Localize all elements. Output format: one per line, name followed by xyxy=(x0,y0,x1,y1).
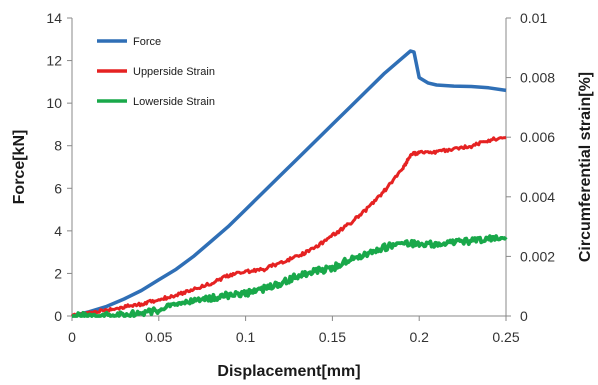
x-tick-label: 0.15 xyxy=(319,329,346,345)
y2-tick-label: 0.002 xyxy=(520,248,555,264)
series-layer xyxy=(70,49,508,318)
y-tick-label: 8 xyxy=(54,138,62,154)
x-tick-label: 0.25 xyxy=(492,329,519,345)
legend: Force Upperside Strain Lowerside Strain xyxy=(97,36,215,108)
tick-labels: 0 0.05 0.1 0.15 0.2 0.250246810121400.0020.00… xyxy=(46,10,555,345)
x-tick-label: 0 xyxy=(68,329,76,345)
y-tick-label: 14 xyxy=(46,10,62,26)
legend-label: Upperside Strain xyxy=(133,66,215,78)
y2-tick-label: 0.006 xyxy=(520,129,555,145)
y-tick-label: 4 xyxy=(54,223,62,239)
y2-tick-label: 0.004 xyxy=(520,189,555,205)
y2-tick-label: 0.01 xyxy=(520,10,547,26)
x-tick-label: 0.1 xyxy=(236,329,256,345)
series-line-lowerside-strain xyxy=(71,234,508,318)
y-tick-label: 2 xyxy=(54,265,62,281)
x-tick-label: 0.05 xyxy=(145,329,172,345)
y-axis-title: Force[kN] xyxy=(11,130,28,205)
y-tick-label: 12 xyxy=(46,53,62,69)
y-tick-label: 10 xyxy=(46,95,62,111)
series-line-upperside-strain xyxy=(70,135,507,318)
y2-axis-title: Circumferential strain[%] xyxy=(577,72,594,262)
x-axis-title: Displacement[mm] xyxy=(217,363,360,380)
legend-entry-lowerside-strain: Lowerside Strain xyxy=(97,96,215,108)
y2-tick-label: 0 xyxy=(520,308,528,324)
y-tick-label: 0 xyxy=(54,308,62,324)
series-line-force xyxy=(71,49,507,318)
legend-entry-force: Force xyxy=(97,36,161,48)
y2-tick-label: 0.008 xyxy=(520,70,555,86)
legend-entry-upperside-strain: Upperside Strain xyxy=(97,66,215,78)
x-tick-label: 0.2 xyxy=(409,329,429,345)
y-tick-label: 6 xyxy=(54,180,62,196)
legend-label: Lowerside Strain xyxy=(133,96,215,108)
legend-label: Force xyxy=(133,36,161,48)
